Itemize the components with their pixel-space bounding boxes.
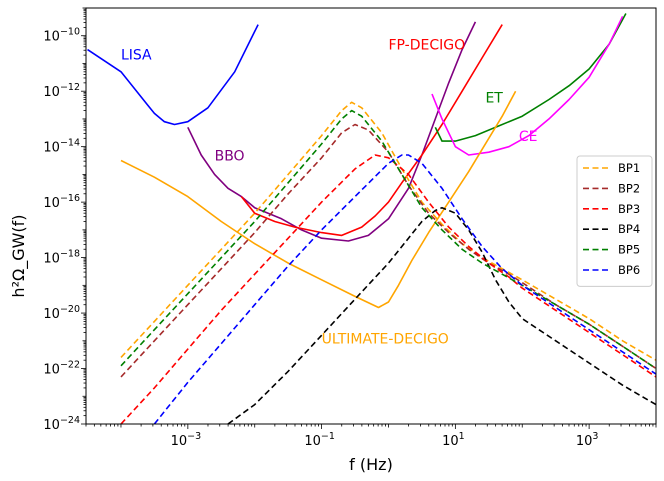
annotation-et: ET xyxy=(485,90,503,106)
plot-frame xyxy=(85,7,657,425)
x-tick-label: 10−1 xyxy=(304,431,335,449)
series-bp4-line xyxy=(227,206,656,424)
x-tick-label: 103 xyxy=(576,431,599,449)
axes xyxy=(81,7,657,429)
series-lisa-line xyxy=(87,24,259,126)
legend: BP1 BP2 BP3 BP4 BP5 BP6 xyxy=(576,155,653,287)
y-tick-label: 10−10 xyxy=(43,27,80,45)
x-tick-label: 10−3 xyxy=(171,431,202,449)
y-tick-label: 10−12 xyxy=(43,82,80,100)
y-axis-label: h²Ω_GW(f) xyxy=(9,214,29,297)
legend-label-bp3: BP3 xyxy=(618,202,640,216)
annotation-ultimate-decigo: ULTIMATE-DECIGO xyxy=(322,332,449,348)
series-ultimate-decigo-line xyxy=(120,90,517,309)
series-et-line xyxy=(434,13,627,142)
legend-label-bp1: BP1 xyxy=(618,161,640,175)
series-ce-line xyxy=(431,15,624,156)
legend-label-bp2: BP2 xyxy=(618,181,640,195)
legend-label-bp4: BP4 xyxy=(618,222,640,236)
tick-labels: 10−3 10−1 101 103 10−24 10−22 10−20 10−18 10−16 1… xyxy=(43,27,598,449)
series-fp-decigo-line xyxy=(240,24,503,237)
y-tick-label: 10−24 xyxy=(43,415,80,433)
annotation-ce: CE xyxy=(519,129,538,145)
legend-label-bp5: BP5 xyxy=(618,243,640,257)
series-bp6-line xyxy=(153,154,656,424)
series-bbo-line xyxy=(187,21,477,242)
series-bp1-line xyxy=(120,101,656,361)
annotation-lisa: LISA xyxy=(121,47,152,63)
series-bp5-line xyxy=(120,109,656,370)
curve-labels: LISA BBO FP-DECIGO ET CE ULTIMATE-DECIGO xyxy=(121,38,538,348)
plot-area xyxy=(87,13,656,424)
y-tick-label: 10−18 xyxy=(43,249,80,267)
annotation-bbo: BBO xyxy=(215,149,245,165)
legend-box xyxy=(576,155,653,287)
y-tick-label: 10−22 xyxy=(43,360,80,378)
series-bp3-line xyxy=(120,154,656,424)
x-tick-label: 101 xyxy=(442,431,465,449)
legend-label-bp6: BP6 xyxy=(618,263,640,277)
y-tick-label: 10−14 xyxy=(43,138,80,156)
x-axis-label: f (Hz) xyxy=(349,455,393,474)
annotation-fp-decigo: FP-DECIGO xyxy=(388,38,465,54)
y-tick-label: 10−16 xyxy=(43,193,80,211)
y-tick-label: 10−20 xyxy=(43,304,80,322)
